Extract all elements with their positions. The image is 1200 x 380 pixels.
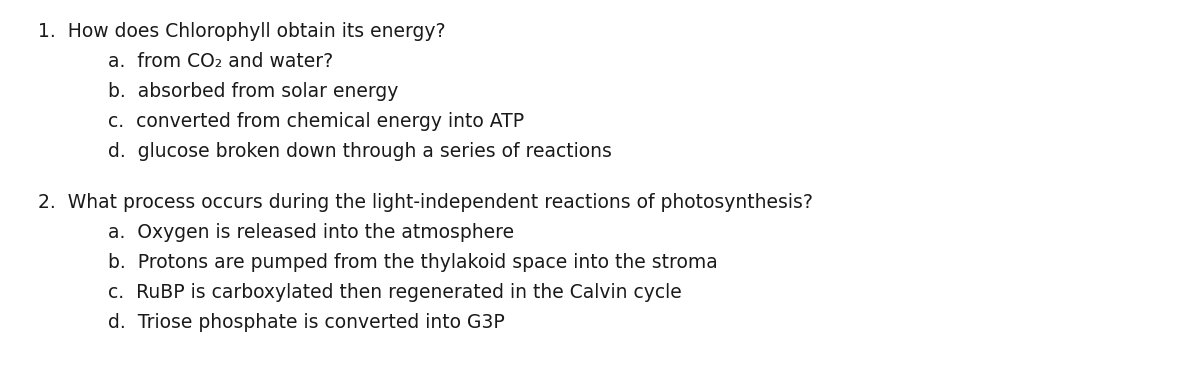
- Text: c.  RuBP is carboxylated then regenerated in the Calvin cycle: c. RuBP is carboxylated then regenerated…: [108, 283, 682, 302]
- Text: 2.  What process occurs during the light-independent reactions of photosynthesis: 2. What process occurs during the light-…: [38, 193, 812, 212]
- Text: a.  from CO₂ and water?: a. from CO₂ and water?: [108, 52, 334, 71]
- Text: d.  glucose broken down through a series of reactions: d. glucose broken down through a series …: [108, 142, 612, 161]
- Text: b.  Protons are pumped from the thylakoid space into the stroma: b. Protons are pumped from the thylakoid…: [108, 253, 718, 272]
- Text: a.  Oxygen is released into the atmosphere: a. Oxygen is released into the atmospher…: [108, 223, 514, 242]
- Text: c.  converted from chemical energy into ATP: c. converted from chemical energy into A…: [108, 112, 524, 131]
- Text: d.  Triose phosphate is converted into G3P: d. Triose phosphate is converted into G3…: [108, 313, 505, 332]
- Text: 1.  How does Chlorophyll obtain its energy?: 1. How does Chlorophyll obtain its energ…: [38, 22, 445, 41]
- Text: b.  absorbed from solar energy: b. absorbed from solar energy: [108, 82, 398, 101]
